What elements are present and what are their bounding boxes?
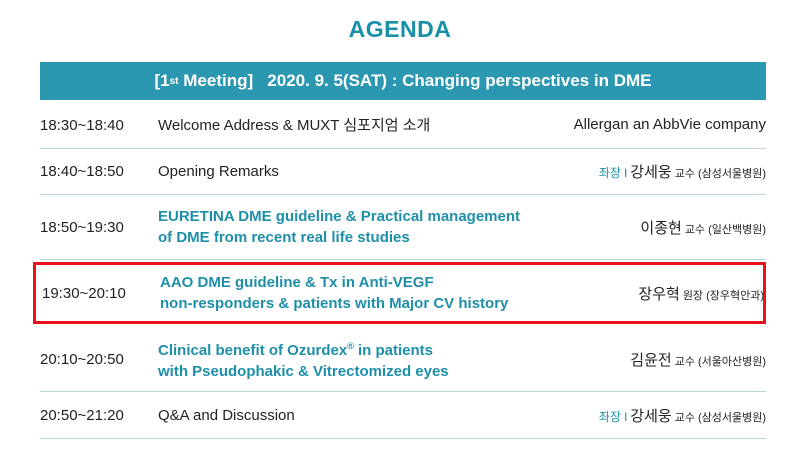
row-speaker: 좌장 I 강세웅 교수 (삼성서울병원) — [599, 405, 766, 426]
row-topic: Welcome Address & MUXT 심포지엄 소개 — [158, 116, 431, 134]
row-topic: Q&A and Discussion — [158, 406, 295, 424]
topic-line-1a: Clinical benefit of Ozurdex — [158, 342, 348, 359]
speaker-affiliation: (삼성서울병원) — [697, 411, 766, 424]
agenda-row: 18:40~18:50 Opening Remarks 좌장 I 강세웅 교수 (삼성서… — [40, 149, 766, 195]
row-time: 18:40~18:50 — [40, 163, 124, 180]
row-time: 18:30~18:40 — [40, 116, 124, 134]
topic-line-2: of DME from recent real life studies — [158, 229, 410, 246]
speaker-affiliation: (삼성서울병원) — [697, 168, 766, 180]
row-topic: AAO DME guideline & Tx in Anti-VEGF non-… — [160, 272, 638, 314]
row-time: 19:30~20:10 — [42, 284, 126, 302]
meeting-banner: [1 st Meeting] 2020. 9. 5(SAT) : Changing… — [40, 62, 766, 100]
speaker-separator: I — [623, 166, 628, 180]
agenda-row: 18:50~19:30 EURETINA DME guideline & Pra… — [40, 195, 766, 260]
row-speaker: Allergan an AbbVie company — [574, 116, 766, 134]
row-speaker: 이종현 교수 (일산백병원) — [640, 217, 766, 238]
row-speaker: 김윤전 교수 (서울아산병원) — [630, 349, 766, 370]
speaker-affiliation: (일산백병원) — [708, 223, 766, 236]
speaker-title: 원장 — [682, 289, 704, 302]
speaker-title: 교수 — [674, 355, 695, 368]
row-speaker: 좌장 I 강세웅 교수 (삼성서울병원) — [599, 161, 766, 182]
topic-line-1: Clinical benefit of Ozurdex® in patients — [158, 336, 630, 361]
speaker-title: 교수 — [674, 168, 695, 180]
banner-superscript: st — [169, 75, 179, 87]
row-time: 20:50~21:20 — [40, 406, 124, 424]
agenda-row: 20:50~21:20 Q&A and Discussion 좌장 I 강세웅 교수(… — [40, 392, 766, 439]
topic-line-2: non-responders & patients with Major CV … — [160, 295, 509, 312]
row-topic: Opening Remarks — [158, 163, 279, 180]
speaker-name: 강세웅 — [630, 407, 672, 425]
speaker-role: 좌장 — [598, 409, 621, 424]
speaker-name: 장우혁 — [638, 285, 680, 303]
highlight-box — [33, 262, 766, 324]
topic-line-2: with Pseudophakic & Vitrectomized eyes — [158, 363, 449, 380]
speaker-title: 교수 — [674, 411, 695, 424]
agenda-row: 18:30~18:40 Welcome Address & MUXT 심포지엄 … — [40, 102, 766, 149]
row-time: 20:10~20:50 — [40, 350, 124, 368]
agenda-row: 19:30~20:10 AAO DME guideline & Tx in An… — [40, 262, 766, 324]
banner-text: Meeting] 2020. 9. 5(SAT) : Changing pers… — [178, 71, 652, 90]
speaker-name: 이종현 — [640, 219, 682, 237]
topic-line-1: EURETINA DME guideline & Practical manag… — [158, 208, 521, 225]
speaker-affiliation: (서울아산병원) — [697, 355, 766, 368]
speaker-separator: I — [623, 409, 628, 424]
speaker-name: 강세웅 — [630, 164, 672, 181]
topic-line-1: AAO DME guideline & Tx in Anti-VEGF — [160, 274, 434, 291]
speaker-company: Allergan an AbbVie company — [573, 116, 766, 133]
row-speaker: 장우혁 원장 (장우혁안과) — [638, 283, 766, 304]
banner-prefix: [1 — [154, 71, 170, 90]
topic-line-1b: in patients — [353, 342, 434, 359]
speaker-title: 교수 — [684, 223, 706, 236]
speaker-affiliation: (장우혁안과) — [706, 289, 764, 302]
agenda-row: 20:10~20:50 Clinical benefit of Ozurdex®… — [40, 327, 766, 392]
row-topic: EURETINA DME guideline & Practical manag… — [158, 206, 640, 248]
speaker-name: 김윤전 — [630, 351, 672, 369]
speaker-role: 좌장 — [598, 166, 621, 180]
registered-mark: ® — [347, 341, 354, 351]
agenda-heading: AGENDA — [348, 16, 452, 42]
row-time: 18:50~19:30 — [40, 218, 124, 236]
row-topic: Clinical benefit of Ozurdex® in patients… — [158, 336, 630, 382]
